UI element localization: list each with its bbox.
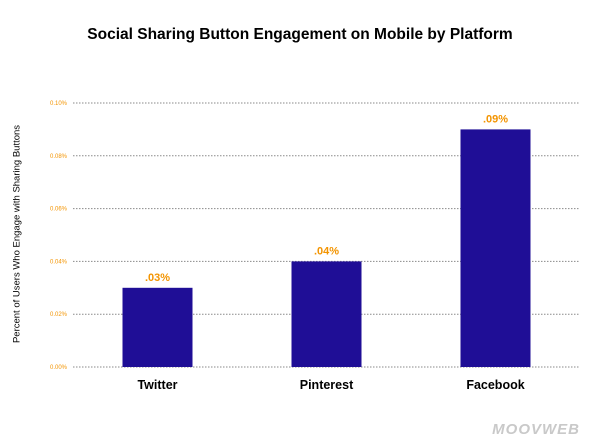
y-tick-label: 0.04% bbox=[50, 259, 68, 265]
data-label: .03% bbox=[145, 272, 170, 284]
bar bbox=[291, 261, 362, 367]
bars bbox=[122, 129, 531, 367]
moovweb-logo: MOOVWEB bbox=[492, 421, 580, 438]
y-tick-label: 0.00% bbox=[50, 365, 68, 371]
data-labels: .03% .04% .09% bbox=[145, 113, 508, 283]
category-labels: Twitter Pinterest Facebook bbox=[137, 378, 524, 392]
bar bbox=[122, 287, 193, 367]
bar bbox=[460, 129, 531, 367]
y-tick-label: 0.08% bbox=[50, 154, 68, 160]
category-label: Pinterest bbox=[300, 378, 354, 392]
data-label: .09% bbox=[483, 113, 508, 125]
y-tick-label: 0.02% bbox=[50, 312, 68, 318]
data-label: .04% bbox=[314, 245, 339, 257]
category-label: Twitter bbox=[137, 378, 177, 392]
chart-title: Social Sharing Button Engagement on Mobi… bbox=[87, 26, 513, 43]
category-label: Facebook bbox=[466, 378, 524, 392]
y-tick-label: 0.10% bbox=[50, 101, 68, 107]
y-tick-labels: 0.00% 0.02% 0.04% 0.06% 0.08% 0.10% bbox=[50, 101, 68, 371]
y-tick-label: 0.06% bbox=[50, 207, 68, 213]
